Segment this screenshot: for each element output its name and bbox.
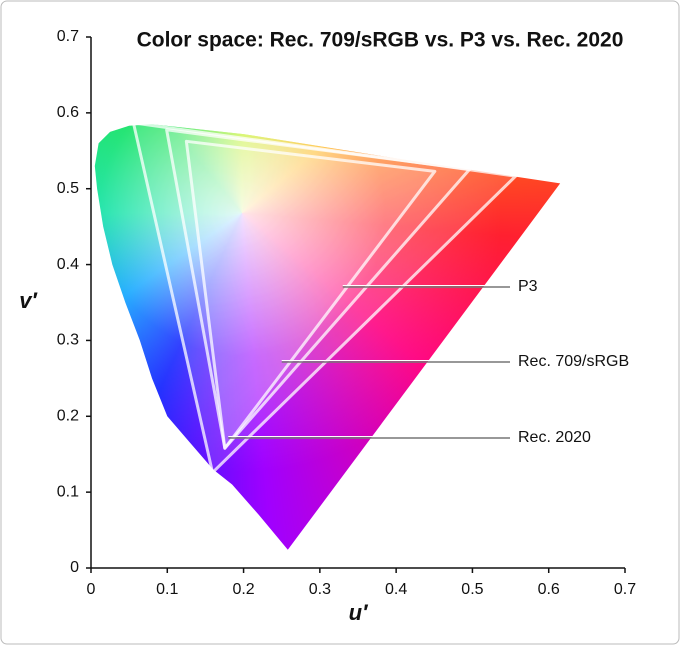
chart-title: Color space: Rec. 709/sRGB vs. P3 vs. Re…: [137, 29, 624, 52]
x-tick-label: 0.7: [614, 581, 636, 598]
y-tick-label: 0.1: [57, 483, 79, 500]
y-tick-label: 0: [70, 559, 79, 576]
x-axis-label: u′: [349, 600, 369, 625]
gamut-triangle: [131, 121, 518, 475]
y-tick-label: 0.4: [57, 256, 79, 273]
gamut-label: Rec. 2020: [518, 429, 591, 446]
x-tick-label: 0.2: [232, 581, 254, 598]
gamut-label: P3: [518, 278, 538, 295]
y-tick-label: 0.3: [57, 332, 79, 349]
y-tick-label: 0.7: [57, 28, 79, 45]
y-tick-label: 0.2: [57, 408, 79, 425]
gamut-label: Rec. 709/sRGB: [518, 353, 629, 370]
x-tick-label: 0.6: [538, 581, 560, 598]
y-axis-label: v′: [19, 288, 38, 313]
y-tick-label: 0.6: [57, 104, 79, 121]
x-tick-label: 0.5: [461, 581, 483, 598]
x-tick-label: 0: [87, 581, 96, 598]
x-tick-label: 0.3: [309, 581, 331, 598]
x-tick-label: 0.4: [385, 581, 407, 598]
x-tick-label: 0.1: [156, 581, 178, 598]
y-tick-label: 0.5: [57, 180, 79, 197]
gamut-triangle: [184, 139, 437, 450]
